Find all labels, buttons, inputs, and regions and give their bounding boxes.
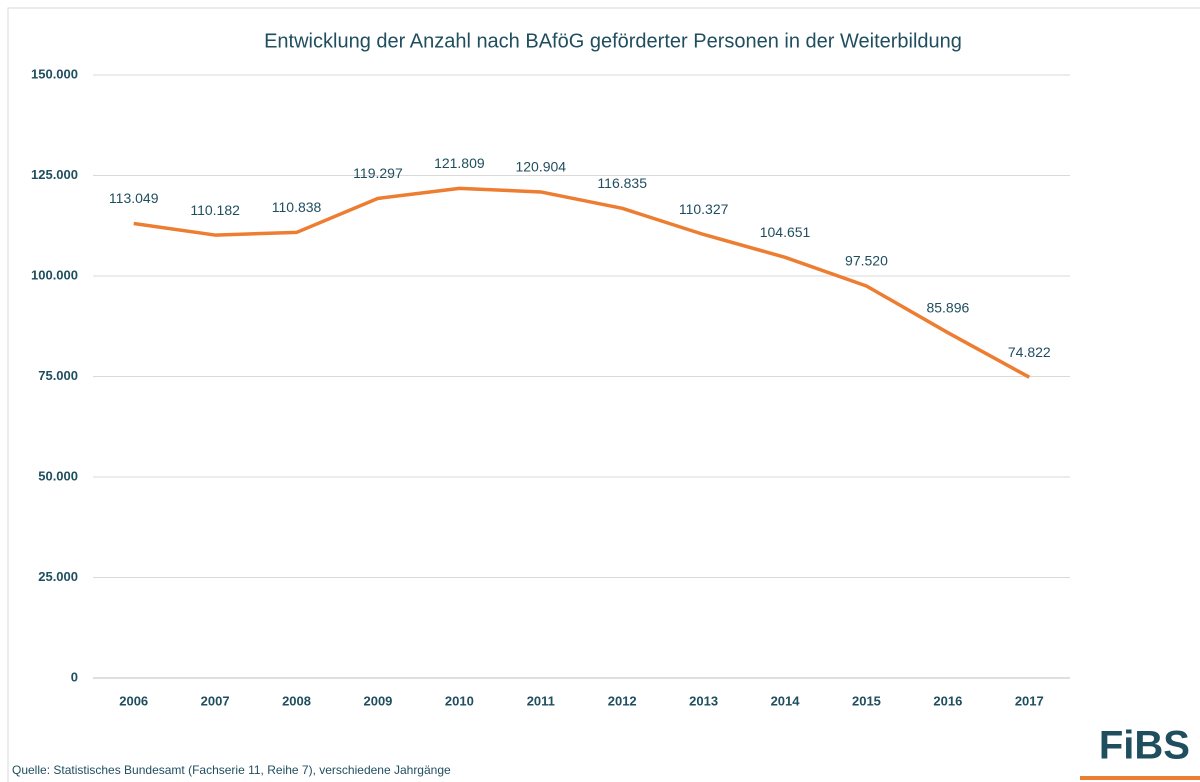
data-label: 116.835 [597, 175, 647, 191]
x-tick-label: 2014 [771, 693, 801, 708]
x-tick-label: 2008 [282, 693, 311, 708]
data-label: 110.182 [190, 202, 240, 218]
x-tick-label: 2006 [119, 693, 148, 708]
x-tick-label: 2016 [933, 693, 962, 708]
data-label: 85.896 [926, 299, 969, 315]
x-tick-label: 2007 [201, 693, 230, 708]
x-tick-label: 2015 [852, 693, 881, 708]
source-note: Quelle: Statistisches Bundesamt (Fachser… [12, 763, 451, 777]
x-tick-label: 2010 [445, 693, 474, 708]
x-tick-label: 2009 [363, 693, 392, 708]
y-tick-label: 125.000 [31, 167, 78, 182]
chart-title: Entwicklung der Anzahl nach BAföG geförd… [264, 30, 962, 52]
data-label: 97.520 [845, 253, 888, 269]
x-tick-label: 2012 [608, 693, 637, 708]
data-label: 110.838 [272, 199, 322, 215]
data-label: 119.297 [353, 165, 403, 181]
y-tick-label: 150.000 [31, 66, 78, 81]
data-label: 113.049 [109, 190, 159, 206]
logo: FiBS [1099, 724, 1190, 768]
x-tick-label: 2013 [689, 693, 718, 708]
x-tick-label: 2011 [527, 693, 555, 708]
chart-border [7, 7, 1200, 782]
line-series [133, 186, 1031, 379]
y-tick-label: 75.000 [38, 368, 78, 383]
data-label: 121.809 [434, 155, 485, 171]
y-tick-label: 100.000 [31, 267, 78, 282]
x-tick-label: 2017 [1015, 693, 1044, 708]
data-label: 104.651 [760, 224, 811, 240]
y-tick-label: 0 [71, 669, 78, 684]
data-label: 110.327 [679, 201, 729, 217]
data-label: 120.904 [515, 159, 566, 175]
y-tick-label: 25.000 [38, 569, 78, 584]
y-tick-label: 50.000 [38, 468, 78, 483]
data-label: 74.822 [1008, 344, 1051, 360]
